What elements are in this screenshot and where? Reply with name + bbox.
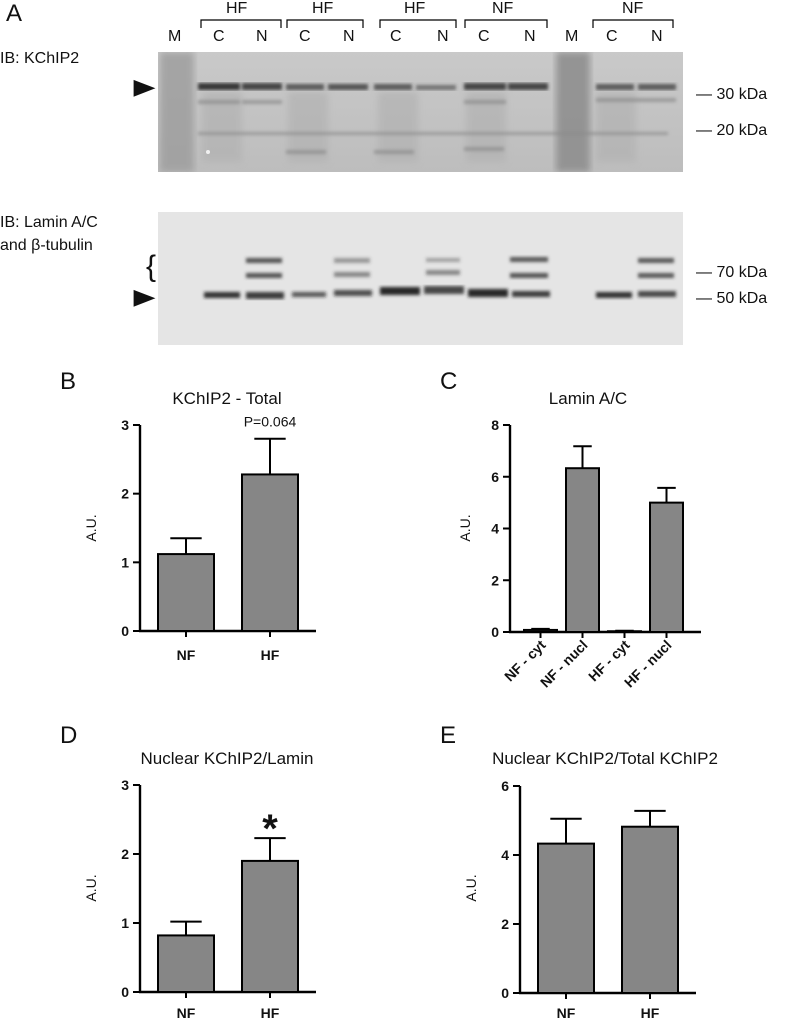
- kchip2-total-bar: [241, 473, 299, 632]
- nuclear-kchip2-lamin-category-label: NF: [177, 1005, 196, 1020]
- panel-letter-d: D: [60, 722, 78, 749]
- marker-70kda: — 70 kDa: [696, 264, 768, 281]
- nuclear-total-kchip2-y-tick-label: 2: [501, 916, 509, 932]
- kchip2-total-y-axis-label: A.U.: [83, 514, 99, 541]
- nuclear-total-kchip2-bar: [537, 842, 595, 994]
- lane-label: N: [651, 28, 663, 45]
- lamin-y-tick-label: 2: [491, 572, 499, 588]
- lane-label: C: [213, 28, 225, 45]
- panel-letter-b: B: [60, 368, 77, 395]
- lane-label: N: [256, 28, 268, 45]
- nuclear-total-kchip2-y-axis-label: A.U.: [463, 874, 479, 901]
- lane-group-label: NF: [622, 0, 644, 17]
- lamin-bar: [565, 467, 600, 633]
- lane-label: C: [606, 28, 618, 45]
- lane-label: C: [478, 28, 490, 45]
- blot1-label: IB: KChIP2: [0, 50, 80, 67]
- blot2-arrow-icon: ▶: [133, 284, 156, 309]
- blot1-image: [158, 52, 683, 172]
- lamin-y-tick-label: 4: [491, 521, 499, 537]
- nuclear-kchip2-lamin-category-label: HF: [261, 1005, 280, 1020]
- lamin-y-tick-label: 8: [491, 417, 499, 433]
- kchip2-total-category-label: NF: [177, 647, 196, 663]
- kchip2-total-y-tick-label: 2: [121, 486, 129, 502]
- nuclear-kchip2-lamin-y-axis-label: A.U.: [83, 874, 99, 901]
- nuclear-kchip2-lamin-bar: [241, 859, 299, 994]
- marker-20kda: — 20 kDa: [696, 122, 768, 139]
- kchip2-total-y-tick-label: 1: [121, 554, 129, 570]
- nuclear-kchip2-lamin-y-tick-label: 3: [121, 777, 129, 793]
- blot1-arrow-icon: ▶: [133, 74, 156, 99]
- lane-label: M: [565, 28, 579, 45]
- blot2-label-line2: and β-tubulin: [0, 237, 93, 254]
- lane-label: N: [524, 28, 536, 45]
- marker-50kda: — 50 kDa: [696, 290, 768, 307]
- kchip2-total-y-tick-label: 3: [121, 417, 129, 433]
- nuclear-kchip2-lamin-chart-title: Nuclear KChIP2/Lamin: [141, 749, 314, 768]
- lane-group-label: HF: [312, 0, 334, 17]
- kchip2-total-chart-title: KChIP2 - Total: [172, 389, 281, 408]
- lane-label: M: [168, 28, 182, 45]
- kchip2-total-category-label: HF: [261, 647, 280, 663]
- nuclear-total-kchip2-chart-title: Nuclear KChIP2/Total KChIP2: [492, 749, 718, 768]
- panel-letter-a: A: [6, 0, 23, 27]
- lamin-bar: [523, 628, 558, 633]
- lane-label: N: [437, 28, 449, 45]
- nuclear-kchip2-lamin-bar: [157, 934, 215, 993]
- blot2-image: [158, 212, 683, 345]
- lamin-y-tick-label: 6: [491, 469, 499, 485]
- nuclear-total-kchip2-category-label: NF: [557, 1005, 576, 1020]
- nuclear-kchip2-lamin-y-tick-label: 0: [121, 984, 129, 1000]
- kchip2-total-annotation: P=0.064: [244, 414, 297, 430]
- panel-letter-e: E: [440, 722, 457, 749]
- nuclear-kchip2-lamin-annotation: *: [262, 807, 278, 851]
- lane-group-brackets: [200, 19, 674, 28]
- nuclear-total-kchip2-y-tick-label: 6: [501, 778, 509, 794]
- lane-label: C: [299, 28, 311, 45]
- blot2-label-line1: IB: Lamin A/C: [0, 214, 98, 231]
- lane-group-label: HF: [404, 0, 426, 17]
- marker-30kda: — 30 kDa: [696, 86, 768, 103]
- lamin-y-axis-label: A.U.: [457, 514, 473, 541]
- kchip2-total-y-tick-label: 0: [121, 623, 129, 639]
- nuclear-total-kchip2-y-tick-label: 4: [501, 847, 509, 863]
- lamin-chart-title: Lamin A/C: [549, 389, 627, 408]
- nuclear-total-kchip2-y-tick-label: 0: [501, 985, 509, 1001]
- nuclear-kchip2-lamin-y-tick-label: 1: [121, 915, 129, 931]
- nuclear-total-kchip2-bar: [621, 825, 679, 995]
- lane-group-label: NF: [492, 0, 514, 17]
- nuclear-total-kchip2-category-label: HF: [641, 1005, 660, 1020]
- lane-label: C: [390, 28, 402, 45]
- lamin-y-tick-label: 0: [491, 624, 499, 640]
- lamin-bar: [649, 501, 684, 633]
- kchip2-total-bar: [157, 553, 215, 632]
- lane-label: N: [343, 28, 355, 45]
- nuclear-kchip2-lamin-y-tick-label: 2: [121, 846, 129, 862]
- panel-letter-c: C: [440, 368, 458, 395]
- lane-group-label: HF: [226, 0, 248, 17]
- brace-icon: {: [146, 250, 157, 283]
